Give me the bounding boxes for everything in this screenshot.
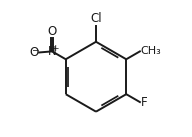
Text: −: −: [31, 45, 39, 54]
Text: O: O: [29, 46, 39, 59]
Text: F: F: [141, 96, 147, 109]
Text: N: N: [48, 45, 56, 58]
Text: CH₃: CH₃: [141, 46, 161, 56]
Text: Cl: Cl: [90, 12, 102, 25]
Text: O: O: [47, 25, 57, 38]
Text: +: +: [51, 44, 59, 53]
